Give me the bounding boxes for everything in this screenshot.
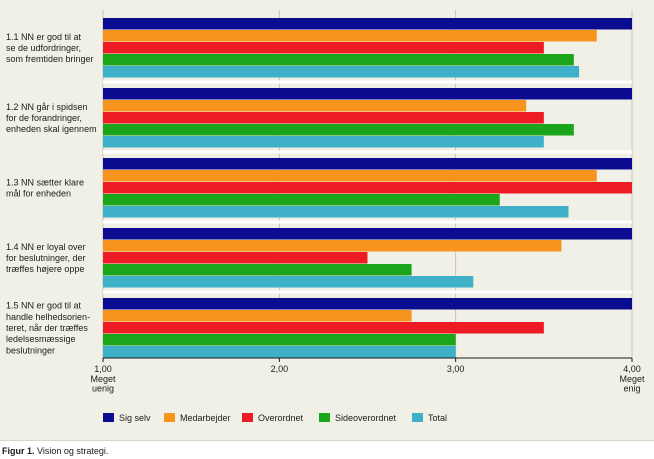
bar-2-sig-selv: [103, 88, 632, 100]
x-tick-label-3: 4,00: [623, 364, 641, 374]
legend-swatch-5: [412, 413, 423, 422]
legend-label-4: Sideoverordnet: [335, 413, 397, 423]
category-label-3-line-2: mål for enheden: [6, 189, 71, 199]
category-label-1-line-3: som fremtiden bringer: [6, 54, 94, 64]
caption-prefix: Figur 1.: [2, 446, 35, 456]
bar-2-overordnet: [103, 112, 544, 124]
bar-4-sideoverordnet: [103, 264, 412, 276]
bar-3-total: [103, 206, 569, 218]
bar-3-overordnet: [103, 182, 632, 194]
x-tick-sublabel-3-1: enig: [623, 384, 640, 394]
category-label-5-line-2: handle helhedsorien-: [6, 312, 90, 322]
bar-2-total: [103, 136, 544, 148]
bar-2-sideoverordnet: [103, 124, 574, 136]
legend-swatch-3: [242, 413, 253, 422]
category-label-4-line-2: for beslutninger, der: [6, 253, 86, 263]
figure-caption: Figur 1. Vision og strategi.: [2, 446, 108, 456]
category-label-1-line-2: se de udfordringer,: [6, 43, 81, 53]
bar-5-sig-selv: [103, 298, 632, 310]
category-label-5-line-4: ledelsesmæssige: [6, 334, 76, 344]
bar-5-total: [103, 346, 456, 358]
bar-4-total: [103, 276, 474, 288]
bar-4-medarbejder: [103, 240, 562, 252]
category-label-4-line-1: 1.4 NN er loyal over: [6, 242, 86, 252]
bar-5-sideoverordnet: [103, 334, 456, 346]
legend-label-3: Overordnet: [258, 413, 304, 423]
category-label-5-line-5: beslutninger: [6, 345, 55, 355]
bar-5-overordnet: [103, 322, 544, 334]
x-tick-label-0: 1,00: [94, 364, 112, 374]
bar-1-sig-selv: [103, 18, 632, 30]
bar-3-sideoverordnet: [103, 194, 500, 206]
category-label-4-line-3: træffes højere oppe: [6, 264, 84, 274]
caption-text: Vision og strategi.: [37, 446, 109, 456]
legend-swatch-1: [103, 413, 114, 422]
bar-3-medarbejder: [103, 170, 597, 182]
category-label-3-line-1: 1.3 NN sætter klare: [6, 177, 84, 187]
bar-1-sideoverordnet: [103, 54, 574, 66]
bar-1-medarbejder: [103, 30, 597, 42]
category-label-2-line-2: for de forandringer,: [6, 113, 82, 123]
x-tick-sublabel-3-0: Meget: [619, 374, 645, 384]
category-label-5-line-3: teret, når der træffes: [6, 323, 88, 333]
x-tick-label-1: 2,00: [271, 364, 289, 374]
legend-label-1: Sig selv: [119, 413, 151, 423]
bar-5-medarbejder: [103, 310, 412, 322]
bar-2-medarbejder: [103, 100, 527, 112]
category-label-5-line-1: 1.5 NN er god til at: [6, 301, 82, 311]
category-label-2-line-3: enheden skal igennem: [6, 124, 97, 134]
bar-4-sig-selv: [103, 228, 632, 240]
legend-label-2: Medarbejder: [180, 413, 231, 423]
category-label-1-line-1: 1.1 NN er god til at: [6, 32, 82, 42]
x-tick-label-2: 3,00: [447, 364, 465, 374]
bar-4-overordnet: [103, 252, 368, 264]
legend-swatch-4: [319, 413, 330, 422]
bar-1-overordnet: [103, 42, 544, 54]
category-label-2-line-1: 1.2 NN går i spidsen: [6, 102, 88, 112]
legend-label-5: Total: [428, 413, 447, 423]
legend-swatch-2: [164, 413, 175, 422]
x-tick-sublabel-0-0: Meget: [90, 374, 116, 384]
bar-3-sig-selv: [103, 158, 632, 170]
bar-1-total: [103, 66, 580, 78]
x-tick-sublabel-0-1: uenig: [92, 384, 114, 394]
chart-panel: 1.1 NN er god til at se de udfordringer, s…: [0, 0, 654, 441]
